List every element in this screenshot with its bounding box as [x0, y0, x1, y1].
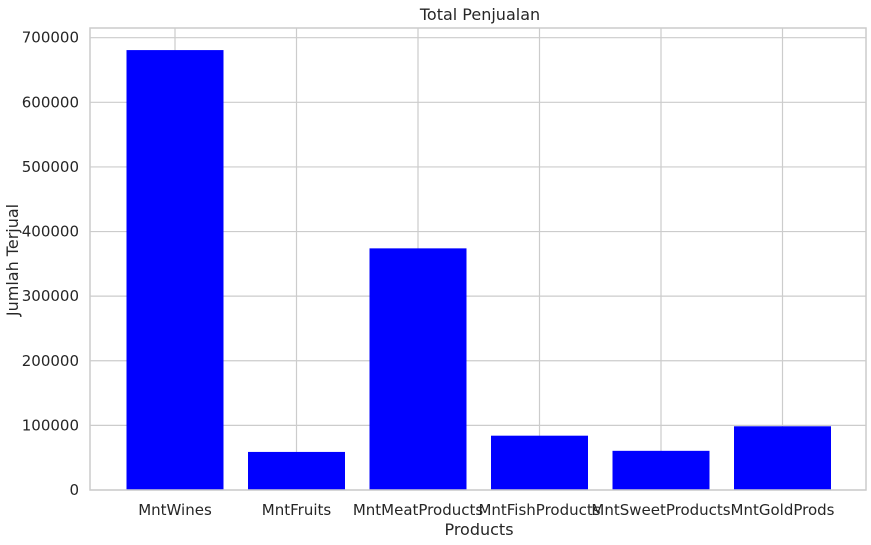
- bar-mntfishproducts: [491, 435, 588, 490]
- y-tick-label: 500000: [22, 158, 79, 176]
- x-tick-label: MntGoldProds: [731, 501, 835, 519]
- y-tick-label: 700000: [22, 29, 79, 47]
- bar-mntwines: [126, 50, 224, 490]
- chart-title: Total Penjualan: [419, 5, 540, 24]
- x-tick-label: MntSweetProducts: [591, 501, 730, 519]
- bar-mntmeatproducts: [369, 248, 467, 490]
- plot-frame: [89, 27, 867, 491]
- x-tick-label: MntWines: [138, 501, 212, 519]
- y-axis-title: Jumlah Terjual: [3, 204, 22, 317]
- bars: [126, 50, 831, 490]
- y-tick-label: 400000: [22, 223, 79, 241]
- x-tick-label: MntMeatProducts: [353, 501, 484, 519]
- x-tick-labels: MntWines MntFruits MntMeatProductsMntFishP…: [138, 501, 834, 519]
- x-tick-label: MntFishProducts: [478, 501, 600, 519]
- x-tick-label: MntFruits: [262, 501, 332, 519]
- y-tick-label: 100000: [22, 416, 79, 434]
- y-tick-label: 600000: [22, 93, 79, 111]
- plot-border: [89, 27, 867, 491]
- y-tick-labels: 0 100000 200000 300000 400000 500000 600000 700…: [22, 29, 79, 499]
- y-tick-label: 0: [69, 481, 79, 499]
- y-tick-label: 300000: [22, 287, 79, 305]
- x-axis-title: Products: [444, 520, 513, 539]
- bar-mntgoldprods: [734, 426, 831, 490]
- bar-mntfruits: [248, 451, 345, 490]
- bar-mntsweetproducts: [612, 450, 710, 490]
- y-tick-label: 200000: [22, 352, 79, 370]
